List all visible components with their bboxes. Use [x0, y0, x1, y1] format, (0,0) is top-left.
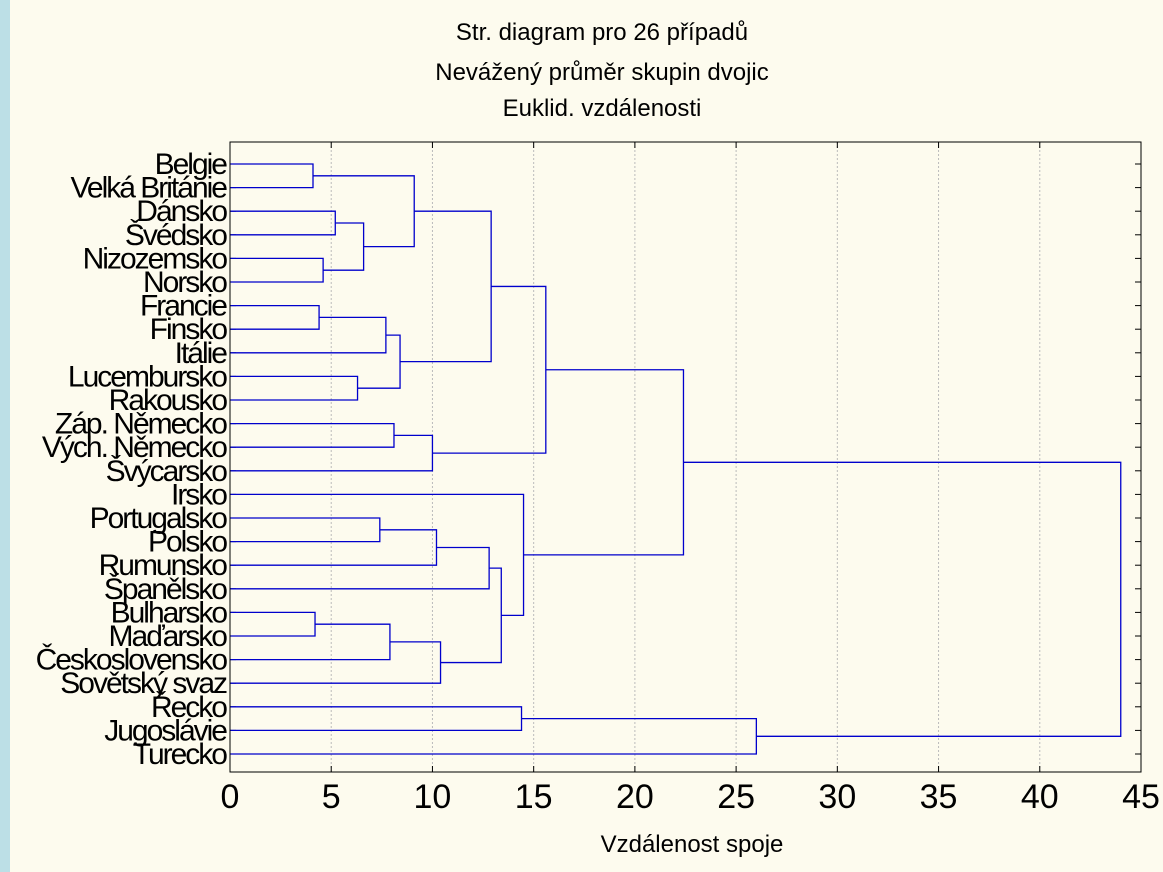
link-c20 [440, 567, 502, 664]
link-c8 [230, 375, 359, 401]
leaf-label-rakousko: Rakousko [109, 384, 228, 417]
link-c17 [230, 611, 316, 637]
leaf-label-svycarsko: Švýcarsko [106, 454, 228, 488]
link-c21 [230, 493, 525, 616]
title-line-3: Euklid. vzdálenosti [503, 95, 702, 122]
leaf-label-sovetsky-svaz: Sovětský svaz [60, 667, 227, 700]
link-c6 [230, 304, 320, 330]
x-tick-label-45: 45 [1122, 778, 1160, 816]
x-tick-label-20: 20 [616, 778, 654, 816]
x-tick-label-10: 10 [414, 778, 452, 816]
leaf-label-lucembursko: Lucembursko [68, 360, 227, 393]
x-axis-ticks: 0 5 10 15 20 25 30 35 40 45 [221, 142, 1160, 816]
leaf-label-bulharsko: Bulharsko [111, 596, 228, 629]
chart-title: Str. diagram pro 26 případů Nevážený prů… [435, 19, 768, 122]
link-c3 [230, 257, 324, 283]
leaf-label-rumunsko: Rumunsko [99, 549, 228, 582]
leaf-label-polsko: Polsko [148, 526, 227, 559]
link-c19 [230, 641, 442, 684]
link-c25 [683, 461, 1122, 737]
link-c5 [313, 175, 415, 248]
x-tick-label-30: 30 [818, 778, 856, 816]
leaf-label-recko: Řecko [151, 691, 227, 724]
leaf-label-vych-nemecko: Vých. Německo [42, 431, 227, 464]
leaf-label-ceskoslovensko: Československo [36, 643, 228, 677]
leaf-label-velka-britanie: Velká Británie [71, 172, 228, 205]
link-c18 [230, 623, 391, 661]
link-c16 [230, 546, 490, 590]
link-c2 [230, 210, 336, 236]
x-tick-label-5: 5 [322, 778, 341, 816]
leaf-label-italie: Itálie [175, 337, 228, 370]
link-c4 [323, 222, 365, 271]
leaf-label-turecko: Turecko [133, 738, 228, 771]
leaf-label-irsko: Irsko [171, 478, 227, 511]
link-c12 [230, 434, 434, 472]
dendrogram-chart: Str. diagram pro 26 případů Nevážený prů… [36, 19, 1160, 858]
leaf-label-jugoslavie: Jugoslávie [104, 714, 227, 747]
chart-panel: Str. diagram pro 26 případů Nevážený prů… [10, 0, 1163, 872]
link-c22 [523, 369, 685, 556]
title-line-1: Str. diagram pro 26 případů [456, 19, 748, 46]
leaf-label-norsko: Norsko [143, 266, 227, 299]
dendrogram-links [230, 163, 1122, 755]
link-c13 [432, 285, 547, 454]
leaf-label-dansko: Dánsko [136, 195, 227, 228]
link-c9 [357, 334, 401, 389]
leaf-label-francie: Francie [140, 290, 227, 323]
leaf-label-nizozemsko: Nizozemsko [83, 242, 228, 275]
x-tick-label-0: 0 [221, 778, 240, 816]
link-c11 [230, 422, 395, 448]
x-tick-label-15: 15 [515, 778, 553, 816]
link-c10 [400, 210, 492, 363]
leaf-label-svedsko: Švédsko [125, 218, 227, 252]
leaf-label-madarsko: Maďarsko [109, 620, 228, 653]
x-tick-label-25: 25 [717, 778, 755, 816]
x-axis-title: Vzdálenost spoje [601, 831, 784, 858]
leaf-label-portugalsko: Portugalsko [90, 502, 228, 535]
plot-frame [229, 141, 1142, 773]
x-tick-label-40: 40 [1021, 778, 1059, 816]
x-tick-label-35: 35 [920, 778, 958, 816]
link-c24 [230, 717, 758, 755]
gridlines [330, 142, 1041, 772]
leaf-label-zap-nemecko: Záp. Německo [55, 408, 227, 441]
link-c1 [230, 163, 314, 189]
link-c7 [230, 316, 387, 354]
leaf-label-belgie: Belgie [155, 148, 228, 181]
link-c23 [230, 706, 523, 732]
link-c14 [230, 517, 381, 543]
title-line-2: Nevážený průměr skupin dvojic [435, 59, 768, 86]
leaf-label-finsko: Finsko [150, 313, 228, 346]
leaf-label-spanelsko: Španělsko [104, 572, 227, 606]
link-c15 [230, 529, 438, 566]
